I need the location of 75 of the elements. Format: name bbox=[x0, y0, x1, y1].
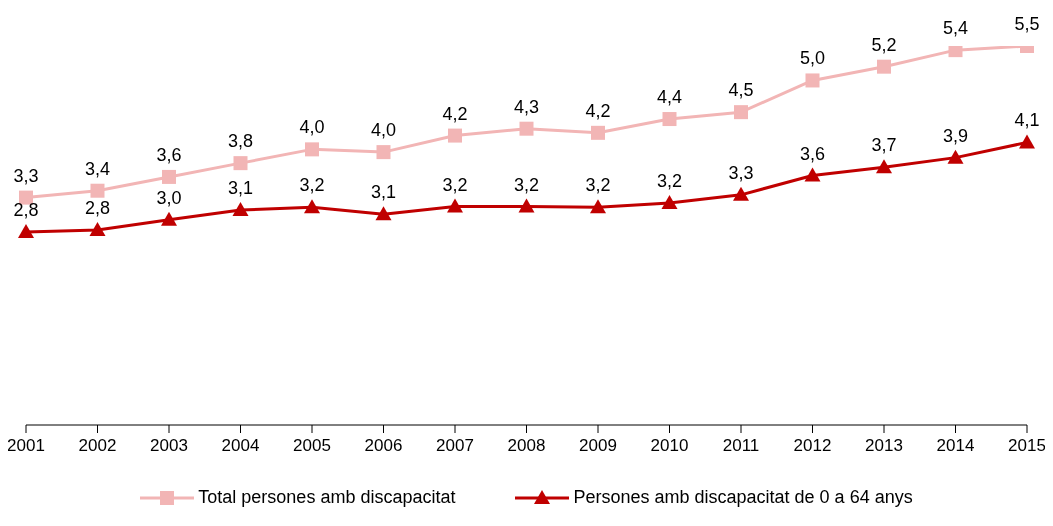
data-label: 3,1 bbox=[227, 178, 254, 198]
data-label: 2,8 bbox=[13, 200, 39, 221]
data-label: 4,2 bbox=[585, 100, 611, 121]
data-label: 2,8 bbox=[84, 197, 111, 218]
point bbox=[18, 224, 34, 239]
point bbox=[590, 199, 606, 214]
x-tick-label: 2011 bbox=[722, 436, 760, 456]
point bbox=[518, 198, 535, 213]
data-label: 4,1 bbox=[1014, 110, 1040, 131]
data-label: 4,2 bbox=[442, 103, 468, 124]
data-label: 3,1 bbox=[370, 182, 397, 203]
point bbox=[90, 183, 105, 198]
data-label: 5,0 bbox=[799, 48, 826, 69]
point bbox=[661, 195, 678, 210]
point bbox=[162, 169, 176, 184]
x-tick-label: 2006 bbox=[364, 436, 403, 456]
data-label: 3,7 bbox=[871, 135, 897, 156]
point bbox=[804, 167, 821, 182]
point bbox=[876, 159, 892, 174]
data-label: 4,3 bbox=[513, 96, 540, 117]
x-tick-label: 2007 bbox=[436, 436, 474, 456]
data-label: 4,0 bbox=[370, 120, 397, 141]
data-label: 3,3 bbox=[13, 165, 39, 186]
point bbox=[734, 105, 748, 120]
data-label: 5,5 bbox=[1014, 14, 1040, 34]
point bbox=[948, 46, 963, 58]
point bbox=[877, 59, 891, 74]
x-tick-label: 2014 bbox=[936, 436, 975, 456]
point bbox=[376, 145, 391, 160]
data-label: 3,2 bbox=[442, 174, 468, 195]
data-label: 4,5 bbox=[728, 80, 754, 101]
data-label: 3,2 bbox=[585, 175, 611, 196]
x-tick-label: 2012 bbox=[793, 436, 832, 456]
point bbox=[733, 186, 749, 201]
x-tick-label: 2013 bbox=[865, 436, 903, 456]
data-label: 3,6 bbox=[156, 144, 182, 165]
point bbox=[375, 206, 392, 221]
legend-label: Total persones amb discapacitat bbox=[198, 487, 456, 508]
data-label: 3,0 bbox=[156, 187, 182, 208]
point bbox=[519, 121, 534, 136]
data-label: 3,2 bbox=[656, 171, 683, 192]
point bbox=[161, 211, 177, 226]
data-label: 3,4 bbox=[84, 158, 111, 179]
data-label: 4,0 bbox=[299, 117, 325, 138]
data-label: 5,4 bbox=[942, 18, 969, 39]
data-label: 3,2 bbox=[299, 175, 325, 196]
x-tick-label: 2005 bbox=[293, 436, 331, 456]
point bbox=[233, 156, 248, 171]
point bbox=[947, 149, 964, 164]
x-tick-label: 2008 bbox=[507, 436, 546, 456]
data-label: 3,9 bbox=[942, 125, 969, 146]
data-label: 3,2 bbox=[513, 174, 540, 195]
x-tick-label: 2001 bbox=[7, 436, 45, 456]
point bbox=[232, 202, 249, 216]
data-label: 5,2 bbox=[871, 34, 897, 55]
point bbox=[805, 73, 820, 88]
data-label: 4,4 bbox=[656, 87, 683, 108]
x-tick-label: 2002 bbox=[78, 436, 117, 456]
point bbox=[448, 128, 462, 143]
point bbox=[89, 221, 106, 236]
x-tick-label: 2015 bbox=[1008, 436, 1046, 456]
point bbox=[447, 198, 463, 213]
x-tick-label: 2010 bbox=[650, 436, 689, 456]
data-label: 3,6 bbox=[799, 143, 826, 164]
point bbox=[662, 112, 677, 127]
x-tick-label: 2009 bbox=[579, 436, 617, 456]
point bbox=[1019, 134, 1035, 149]
point bbox=[591, 125, 605, 140]
x-tick-label: 2004 bbox=[221, 436, 260, 456]
data-label: 3,8 bbox=[227, 131, 254, 152]
x-tick-label: 2003 bbox=[150, 436, 188, 456]
point bbox=[304, 199, 320, 214]
legend-label: Persones amb discapacitat de 0 a 64 anys bbox=[573, 487, 913, 508]
data-label: 3,3 bbox=[728, 162, 754, 183]
point bbox=[305, 142, 319, 157]
